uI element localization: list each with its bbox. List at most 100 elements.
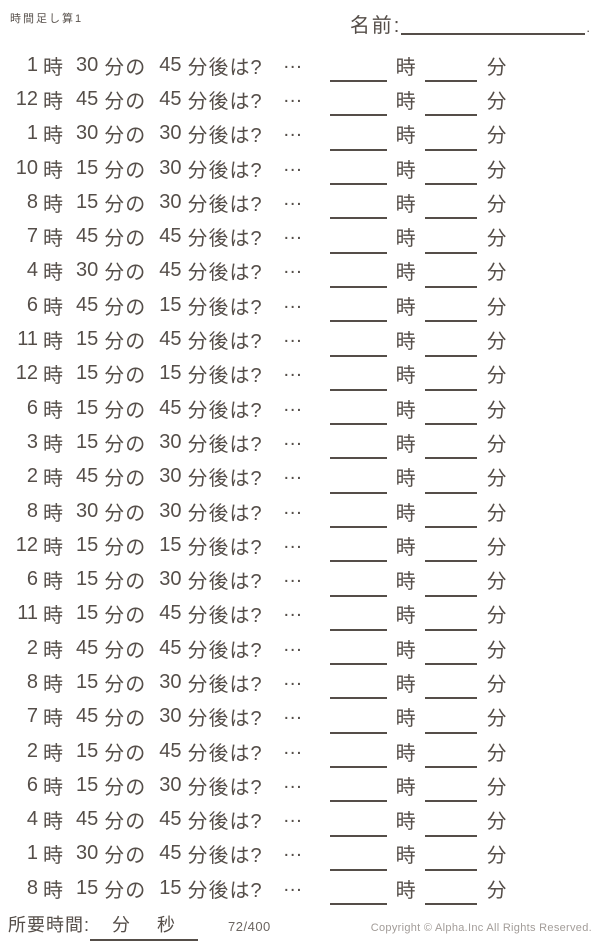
- ellipsis: …: [282, 84, 304, 107]
- answer-minute-blank[interactable]: [424, 506, 477, 528]
- minute-of-label: 分の: [104, 845, 147, 868]
- answer-hour-blank[interactable]: [329, 232, 387, 254]
- elapsed-time-blank[interactable]: 分 秒: [90, 911, 199, 942]
- problem-delta-minutes: 15: [159, 293, 182, 316]
- hour-unit-label: 時: [43, 571, 64, 594]
- answer-minute-unit-label: 分: [486, 262, 508, 285]
- answer-hour-blank[interactable]: [329, 163, 387, 186]
- hour-unit-label: 時: [43, 502, 64, 525]
- answer-hour-blank[interactable]: [329, 712, 387, 734]
- answer-minute-blank[interactable]: [424, 609, 477, 631]
- problem-delta-minutes: 45: [159, 636, 182, 659]
- problem-hour: 10: [15, 156, 38, 179]
- answer-minute-blank[interactable]: [424, 883, 477, 906]
- answer-minute-unit-label: 分: [486, 125, 508, 148]
- ellipsis: …: [282, 599, 304, 622]
- minute-of-label: 分の: [104, 502, 147, 525]
- answer-hour-unit-label: 時: [395, 811, 417, 834]
- answer-minute-blank[interactable]: [424, 643, 477, 666]
- ellipsis: …: [282, 702, 304, 725]
- answer-hour-blank[interactable]: [329, 540, 387, 563]
- answer-minute-blank[interactable]: [424, 746, 477, 769]
- answer-hour-blank[interactable]: [329, 369, 387, 391]
- answer-hour-blank[interactable]: [329, 643, 387, 666]
- answer-minute-blank[interactable]: [424, 60, 477, 83]
- answer-hour-blank[interactable]: [329, 60, 387, 83]
- answer-hour-blank[interactable]: [329, 300, 387, 323]
- answer-minute-blank[interactable]: [424, 300, 477, 323]
- answer-minute-unit-label: 分: [486, 331, 508, 354]
- answer-hour-blank[interactable]: [329, 506, 387, 528]
- answer-minute-blank[interactable]: [424, 197, 477, 220]
- hour-unit-label: 時: [43, 193, 64, 216]
- answer-minute-blank[interactable]: [424, 437, 477, 460]
- answer-minute-blank[interactable]: [424, 403, 477, 426]
- hour-unit-label: 時: [43, 879, 64, 902]
- problem-minute: 45: [76, 465, 99, 488]
- answer-hour-blank[interactable]: [329, 335, 387, 357]
- answer-minute-blank[interactable]: [424, 575, 477, 597]
- problem-hour: 8: [26, 190, 38, 213]
- after-suffix-label: 分後は?: [187, 605, 263, 628]
- name-input-line[interactable]: [401, 11, 586, 35]
- minute-of-label: 分の: [104, 879, 147, 902]
- answer-minute-blank[interactable]: [424, 369, 477, 391]
- problem-minute: 15: [76, 876, 99, 899]
- answer-minute-blank[interactable]: [424, 849, 477, 871]
- answer-minute-blank[interactable]: [424, 712, 477, 734]
- problem-row: 2 時 45 分の 30 分後は? … 時 分: [3, 460, 600, 494]
- minute-of-label: 分の: [104, 468, 147, 491]
- answer-hour-blank[interactable]: [329, 575, 387, 597]
- problem-minute: 30: [76, 259, 99, 282]
- problem-hour: 12: [15, 87, 38, 110]
- answer-hour-blank[interactable]: [329, 780, 387, 803]
- hour-unit-label: 時: [43, 742, 64, 765]
- answer-hour-blank[interactable]: [329, 266, 387, 288]
- answer-minute-blank[interactable]: [424, 780, 477, 803]
- answer-hour-blank[interactable]: [329, 746, 387, 769]
- hour-unit-label: 時: [43, 296, 64, 319]
- answer-hour-blank[interactable]: [329, 815, 387, 837]
- problem-minute: 45: [76, 293, 99, 316]
- problem-minute: 15: [76, 362, 99, 385]
- hour-unit-label: 時: [43, 639, 64, 662]
- problem-row: 1 時 30 分の 45 分後は? … 時 分: [3, 48, 600, 83]
- answer-hour-blank[interactable]: [329, 609, 387, 631]
- answer-hour-blank[interactable]: [329, 677, 387, 700]
- answer-minute-blank[interactable]: [424, 94, 477, 117]
- answer-minute-blank[interactable]: [424, 677, 477, 700]
- answer-hour-blank[interactable]: [329, 883, 387, 906]
- answer-minute-blank[interactable]: [424, 232, 477, 254]
- answer-minute-unit-label: 分: [486, 571, 508, 594]
- answer-hour-unit-label: 時: [395, 776, 417, 799]
- answer-hour-unit-label: 時: [395, 708, 417, 731]
- answer-minute-blank[interactable]: [424, 540, 477, 563]
- after-suffix-label: 分後は?: [187, 879, 263, 902]
- answer-hour-blank[interactable]: [329, 437, 387, 460]
- answer-minute-blank[interactable]: [424, 266, 477, 288]
- minute-of-label: 分の: [104, 365, 147, 388]
- answer-hour-blank[interactable]: [329, 197, 387, 220]
- answer-minute-blank[interactable]: [424, 472, 477, 494]
- problem-minute: 45: [76, 705, 99, 728]
- answer-hour-blank[interactable]: [329, 129, 387, 151]
- problem-delta-minutes: 45: [159, 259, 182, 282]
- problem-minute: 30: [76, 499, 99, 522]
- answer-minute-blank[interactable]: [424, 163, 477, 186]
- problem-row: 6 時 15 分の 45 分後は? … 時 分: [3, 391, 600, 426]
- ellipsis: …: [282, 873, 304, 896]
- answer-hour-blank[interactable]: [329, 94, 387, 117]
- answer-minute-blank[interactable]: [424, 335, 477, 357]
- problem-delta-minutes: 45: [159, 53, 182, 76]
- answer-hour-blank[interactable]: [329, 403, 387, 426]
- problem-delta-minutes: 45: [159, 808, 182, 831]
- answer-hour-blank[interactable]: [329, 849, 387, 871]
- answer-minute-blank[interactable]: [424, 129, 477, 151]
- answer-minute-blank[interactable]: [424, 815, 477, 837]
- problem-row: 1 時 30 分の 30 分後は? … 時 分: [3, 117, 600, 151]
- problem-hour: 2: [26, 465, 38, 488]
- after-suffix-label: 分後は?: [187, 399, 263, 422]
- ellipsis: …: [282, 496, 304, 519]
- answer-hour-blank[interactable]: [329, 472, 387, 494]
- answer-hour-unit-label: 時: [395, 845, 417, 868]
